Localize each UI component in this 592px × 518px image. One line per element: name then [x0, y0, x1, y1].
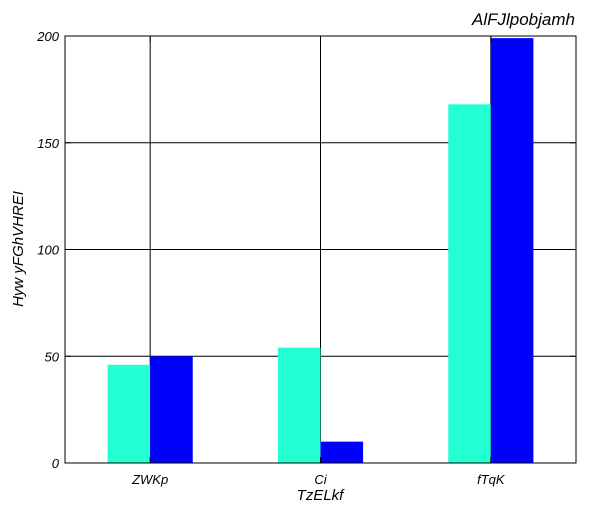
y-tick-label: 50	[45, 349, 60, 364]
y-axis-label: Hyw yFGhVHREI	[10, 191, 27, 307]
bar-series-2	[320, 441, 364, 463]
chart-title: AlFJlpobjamh	[471, 10, 575, 29]
y-tick-label: 200	[36, 29, 59, 44]
bar-series-1	[277, 347, 321, 463]
x-tick-label: ZWKp	[131, 472, 168, 487]
bar-series-2	[150, 356, 193, 463]
bars-layer	[107, 38, 534, 463]
x-axis-label: TzELkf	[297, 487, 346, 504]
x-tick-label: Ci	[314, 472, 327, 487]
bar-series-1	[448, 104, 491, 463]
axis-ticks: 0 50 100 150 200 ZWKp Ci fTqK	[36, 29, 576, 487]
bar-series-2	[490, 38, 534, 463]
x-tick-label: fTqK	[477, 472, 506, 487]
y-tick-label: 0	[52, 456, 60, 471]
y-tick-label: 100	[37, 243, 59, 258]
bar-series-1	[107, 364, 151, 463]
y-tick-label: 150	[37, 136, 59, 151]
